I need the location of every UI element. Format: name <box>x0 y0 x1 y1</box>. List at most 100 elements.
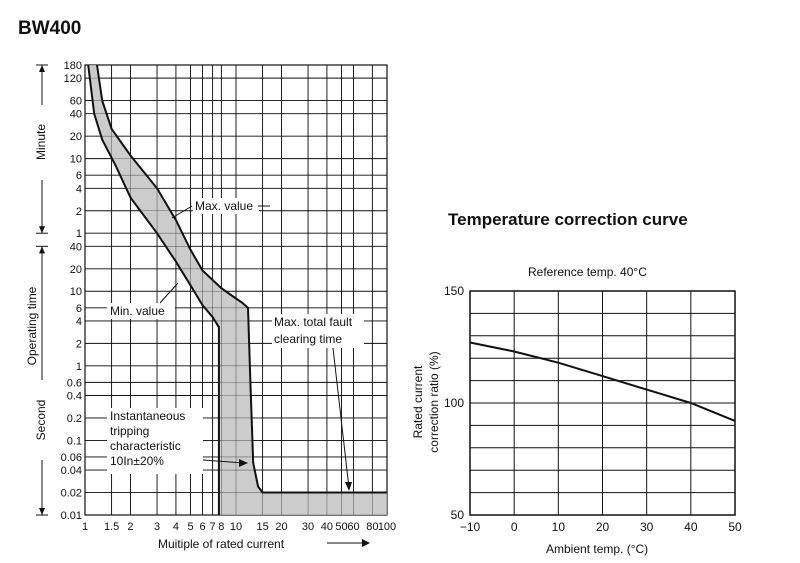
trip-x-tick-label: 15 <box>256 521 268 533</box>
trip-y-tick-label-sec: 40 <box>70 241 82 253</box>
temp-curve-grid <box>469 290 736 516</box>
trip-y-tick-label-sec: 0.2 <box>67 413 82 425</box>
annot-fault-line-2: clearing time <box>274 332 342 346</box>
annot-min-box <box>107 303 175 319</box>
annot-max-box <box>193 198 259 214</box>
trip-curve-ticks: 1 1.5 2 3 4 5 6 7 8 10 15 20 30 40 50 60 80 1000.010.020.… <box>61 60 397 533</box>
trip-y-tick-label-sec: 0.4 <box>67 391 82 403</box>
trip-y-tick-label-min: 4 <box>76 183 82 195</box>
trip-y-tick-label-min: 1 <box>76 228 82 240</box>
trip-x-tick-label: 50 <box>335 521 347 533</box>
temp-y-tick-label: 150 <box>444 284 464 298</box>
trip-y-tick-label-min: 120 <box>64 73 82 85</box>
temp-x-tick-label: 50 <box>728 520 742 534</box>
trip-x-tick-label: 1 <box>82 521 88 533</box>
trip-curve-xlabel: Muitiple of rated current <box>158 537 285 551</box>
trip-x-tick-label: 7 <box>210 521 216 533</box>
temp-curve-ylabel-line-2: correction ratio (%) <box>427 351 441 452</box>
annot-fault-box <box>272 314 364 348</box>
trip-y-tick-label-sec: 0.6 <box>67 377 82 389</box>
trip-y-tick-label-sec: 1 <box>76 361 82 373</box>
minute-arrow-up-head <box>39 65 45 72</box>
trip-x-tick-label: 4 <box>173 521 179 533</box>
trip-curve-axis-labels: Muitiple of rated current Operating time… <box>25 124 285 551</box>
annot-min-text: Min. value <box>110 304 165 318</box>
trip-y-tick-label-min: 20 <box>70 131 82 143</box>
trip-y-tick-label-sec: 0.1 <box>67 435 82 447</box>
trip-y-tick-label-sec: 20 <box>70 264 82 276</box>
annot-inst-line-1: Instantaneous <box>110 409 185 423</box>
second-arrow-down-head <box>39 508 45 515</box>
trip-x-tick-label: 60 <box>347 521 359 533</box>
trip-x-tick-label: 2 <box>127 521 133 533</box>
trip-curve-ylabel: Operating time <box>25 286 39 365</box>
annot-inst-line-2: tripping <box>110 424 149 438</box>
y-group-minute: Minute <box>34 124 48 160</box>
temp-x-tick-label: 40 <box>684 520 698 534</box>
annot-min-leader <box>159 282 179 304</box>
annot-inst-line-4: 10In±20% <box>110 454 164 468</box>
trip-x-tick-label: 5 <box>187 521 193 533</box>
annot-fault-arrowhead <box>345 482 352 491</box>
trip-curve-annotations: Max. value Min. value Max. total fault clea… <box>36 64 370 547</box>
trip-y-tick-label-sec: 10 <box>70 286 82 298</box>
temp-curve-lines <box>469 341 736 422</box>
temp-y-tick-label: 100 <box>444 396 464 410</box>
trip-y-tick-label-min: 180 <box>64 60 82 72</box>
y-group-second: Second <box>34 400 48 441</box>
trip-y-tick-label-min: 40 <box>70 109 82 121</box>
trip-y-tick-label-min: 10 <box>70 154 82 166</box>
trip-x-tick-label: 10 <box>230 521 242 533</box>
annot-max-text: Max. value <box>195 199 253 213</box>
minute-arrow-down-head <box>39 226 45 234</box>
temp-curve-xlabel: Ambient temp. (°C) <box>546 542 648 556</box>
trip-y-tick-label-sec: 2 <box>76 338 82 350</box>
trip-x-tick-label: 8 <box>218 521 224 533</box>
annot-inst-arrowhead <box>239 459 248 467</box>
trip-y-tick-label-sec: 4 <box>76 316 82 328</box>
trip-y-tick-label-sec: 0.06 <box>61 452 82 464</box>
temp-x-tick-label: 10 <box>552 520 566 534</box>
temp-curve-title: Temperature correction curve <box>448 210 688 229</box>
annot-fault-line-1: Max. total fault <box>274 315 353 329</box>
trip-y-tick-label-sec: 0.01 <box>61 510 82 522</box>
temp-curve-ticks: −10 0 10 20 30 40 50 50 100 150 <box>444 284 742 534</box>
temp-correction-line <box>469 341 736 422</box>
annot-fault-leader <box>332 347 350 489</box>
temp-y-tick-label: 50 <box>451 508 465 522</box>
temp-x-tick-label: 30 <box>640 520 654 534</box>
trip-x-tick-label: 40 <box>321 521 333 533</box>
temp-curve-ylabel-line-1: Rated current <box>411 365 425 438</box>
temp-curve-axis-labels: Ambient temp. (°C) Rated current correct… <box>411 351 648 556</box>
trip-x-tick-label: 6 <box>199 521 205 533</box>
trip-y-tick-label-min: 2 <box>76 206 82 218</box>
temp-x-tick-label: 0 <box>511 520 518 534</box>
temp-x-tick-label: −10 <box>460 520 481 534</box>
temp-curve-header: Temperature correction curve Reference t… <box>448 210 688 279</box>
trip-y-tick-label-sec: 0.02 <box>61 488 82 500</box>
trip-x-tick-label: 100 <box>378 521 396 533</box>
trip-x-tick-label: 30 <box>302 521 314 533</box>
trip-x-tick-label: 1.5 <box>104 521 119 533</box>
trip-band-area <box>88 65 387 515</box>
trip-curve-lines <box>87 64 387 515</box>
annot-inst-line-3: characteristic <box>110 439 181 453</box>
page-title: BW400 <box>18 18 81 39</box>
trip-max-curve <box>96 64 387 494</box>
trip-y-tick-label-sec: 6 <box>76 303 82 315</box>
annot-inst-leader <box>202 459 245 464</box>
trip-y-tick-label-min: 60 <box>70 96 82 108</box>
trip-y-tick-label-sec: 0.04 <box>61 465 82 477</box>
annot-inst-box <box>107 408 203 474</box>
trip-x-tick-label: 20 <box>275 521 287 533</box>
temp-plot-frame <box>469 290 736 516</box>
temp-x-tick-label: 20 <box>596 520 610 534</box>
x-axis-arrowhead <box>362 539 370 547</box>
trip-x-tick-label: 80 <box>366 521 378 533</box>
trip-y-tick-label-min: 6 <box>76 170 82 182</box>
second-arrow-up-head <box>39 246 45 254</box>
annot-max-leader <box>171 205 193 219</box>
temp-curve-subtitle: Reference temp. 40°C <box>528 265 647 279</box>
trip-x-tick-label: 3 <box>154 521 160 533</box>
